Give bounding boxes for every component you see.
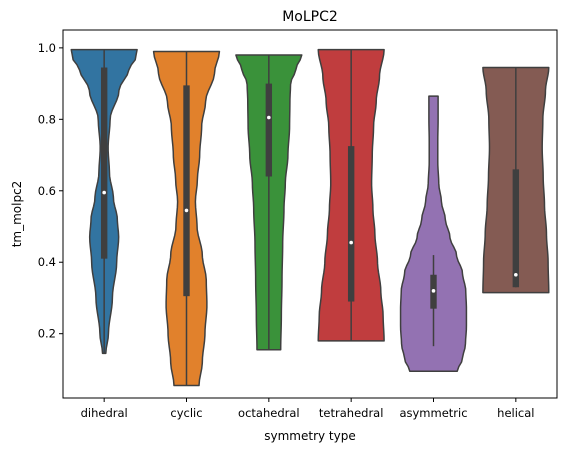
violins-layer	[70, 48, 550, 387]
median-dot-octahedral	[267, 115, 271, 120]
x-tick-label: asymmetric	[399, 406, 467, 420]
plot-frame	[62, 29, 558, 399]
iqr-box-dihedral	[100, 67, 108, 259]
y-tick-label: 0.8	[38, 112, 56, 126]
median-dot-tetrahedral	[349, 240, 353, 245]
chart-title: MoLPC2	[282, 9, 338, 25]
iqr-box-octahedral	[265, 83, 273, 177]
x-axis: dihedral cyclic octahedral tetrahedral asymm…	[81, 398, 534, 420]
median-dot-cyclic	[184, 208, 189, 213]
median-dot-dihedral	[102, 190, 106, 195]
median-dot-helical	[514, 272, 518, 277]
median-dot-asymmetric	[431, 289, 436, 293]
y-tick-label: 0.4	[38, 255, 56, 269]
x-tick-label: cyclic	[170, 406, 202, 420]
iqr-box-tetrahedral	[347, 146, 355, 302]
x-axis-label: symmetry type	[264, 429, 355, 443]
x-tick-label: tetrahedral	[319, 406, 384, 420]
y-axis: 0.2 0.4 0.6 0.8 1.0	[38, 41, 63, 341]
x-tick-label: helical	[497, 406, 534, 420]
y-tick-label: 0.2	[38, 327, 56, 341]
violin-asymmetric	[399, 95, 468, 372]
y-tick-label: 1.0	[38, 41, 56, 55]
y-tick-label: 0.6	[38, 184, 56, 198]
iqr-box-cyclic	[183, 85, 190, 297]
iqr-box-helical	[512, 169, 520, 288]
x-tick-label: octahedral	[238, 406, 300, 420]
y-axis-label: tm_molpc2	[10, 181, 24, 248]
x-tick-label: dihedral	[81, 406, 128, 420]
